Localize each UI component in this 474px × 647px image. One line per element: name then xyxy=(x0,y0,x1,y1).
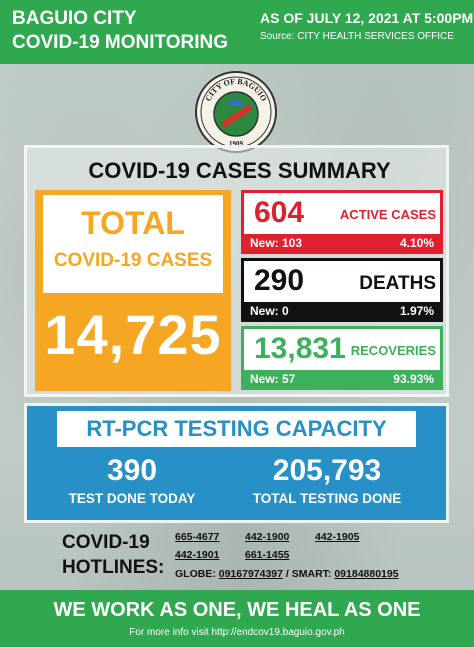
active-percent: 4.10% xyxy=(399,236,434,250)
footer-banner: WE WORK AS ONE, WE HEAL AS ONE For more … xyxy=(0,590,474,647)
globe-number[interactable]: 09167974397 xyxy=(218,568,283,580)
recoveries-label: RECOVERIES xyxy=(350,343,436,358)
active-cases-label: ACTIVE CASES xyxy=(339,207,436,222)
header-source: Source: CITY HEALTH SERVICES OFFICE xyxy=(260,31,454,42)
tests-today-label: TEST DONE TODAY xyxy=(68,491,196,506)
active-new: New: 103 xyxy=(250,236,303,250)
total-cases-card: TOTAL COVID-19 CASES 14,725 xyxy=(35,190,231,391)
total-label-line1: TOTAL xyxy=(81,205,185,241)
testing-capacity-panel: RT-PCR TESTING CAPACITY 390 TEST DONE TO… xyxy=(24,403,449,523)
hotline-number[interactable]: 442-1901 xyxy=(175,549,220,561)
header-title-line1: BAGUIO CITY xyxy=(12,8,137,29)
tests-total-value: 205,793 xyxy=(272,454,382,487)
hotlines-title-line2: HOTLINES: xyxy=(62,557,165,578)
header-date: AS OF JULY 12, 2021 AT 5:00PM xyxy=(260,10,474,26)
recoveries-value: 13,831 xyxy=(254,332,346,365)
testing-title: RT-PCR TESTING CAPACITY xyxy=(86,416,387,441)
hotline-number[interactable]: 665-4677 xyxy=(175,531,220,543)
header-title-line2: COVID-19 MONITORING xyxy=(12,32,229,53)
recoveries-card: 13,831 RECOVERIES New: 57 93.93% xyxy=(241,326,443,390)
deaths-label: DEATHS xyxy=(359,273,436,294)
hotline-number[interactable]: 661-1455 xyxy=(245,549,290,561)
deaths-value: 290 xyxy=(254,264,305,297)
hotlines-title-line1: COVID-19 xyxy=(62,532,150,553)
smart-label: / SMART: xyxy=(283,568,335,580)
header-title: BAGUIO CITY COVID-19 MONITORING xyxy=(12,7,228,55)
testing-title-box: RT-PCR TESTING CAPACITY xyxy=(57,411,416,447)
globe-label: GLOBE: xyxy=(175,568,219,580)
hotline-number[interactable]: 442-1905 xyxy=(315,531,360,543)
active-cases-card: 604 ACTIVE CASES New: 103 4.10% xyxy=(241,190,443,254)
total-cases-label-box: TOTAL COVID-19 CASES xyxy=(43,195,223,293)
deaths-percent: 1.97% xyxy=(399,304,434,318)
recoveries-new: New: 57 xyxy=(250,372,296,386)
active-cases-bar: New: 103 4.10% xyxy=(244,234,440,251)
recoveries-percent: 93.93% xyxy=(393,372,434,386)
footer-slogan: WE WORK AS ONE, WE HEAL AS ONE xyxy=(53,599,421,621)
active-cases-value: 604 xyxy=(254,196,305,229)
total-cases-value: 14,725 xyxy=(44,303,222,366)
mobile-hotlines: GLOBE: 09167974397 / SMART: 09184880195 xyxy=(175,568,399,580)
deaths-new: New: 0 xyxy=(250,304,289,318)
tests-today-value: 390 xyxy=(106,454,158,487)
footer-info-link[interactable]: For more info visit http://endcov19.bagu… xyxy=(129,627,345,638)
summary-title: COVID-19 CASES SUMMARY xyxy=(88,158,391,183)
deaths-card: 290 DEATHS New: 0 1.97% xyxy=(241,258,443,322)
svg-text:1909: 1909 xyxy=(229,140,244,148)
total-label-line2: COVID-19 CASES xyxy=(53,250,213,271)
deaths-bar: New: 0 1.97% xyxy=(244,302,440,319)
recoveries-bar: New: 57 93.93% xyxy=(244,370,440,387)
header-banner: BAGUIO CITY COVID-19 MONITORING AS OF JU… xyxy=(0,0,474,64)
hotline-number[interactable]: 442-1900 xyxy=(245,531,290,543)
smart-number[interactable]: 09184880195 xyxy=(334,568,399,580)
tests-total-label: TOTAL TESTING DONE xyxy=(252,491,402,506)
cases-summary-panel: COVID-19 CASES SUMMARY TOTAL COVID-19 CA… xyxy=(24,145,449,397)
city-seal-logo: CITY OF BAGUIO 1909 xyxy=(195,71,277,153)
